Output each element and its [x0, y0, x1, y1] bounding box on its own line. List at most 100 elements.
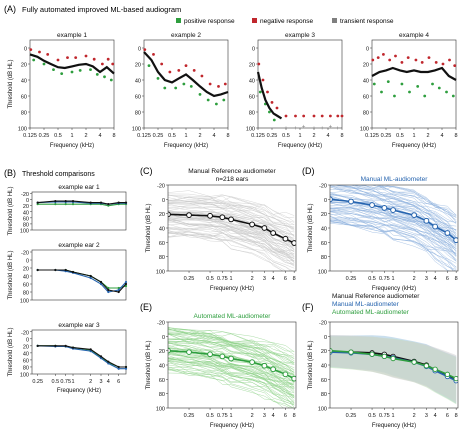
positive-point — [70, 70, 74, 74]
ear-series-point — [36, 344, 39, 347]
mean-threshold-point — [453, 375, 458, 382]
mean-threshold-point — [207, 351, 213, 358]
ear-series-point — [124, 282, 128, 286]
a2-xlabel: Frequency (kHz) — [164, 143, 208, 149]
individual-ear-line — [168, 351, 295, 396]
mean-threshold-line — [168, 213, 295, 244]
pE-ytick-label: 80 — [159, 392, 165, 398]
panel-c-letter: (C) — [140, 166, 153, 176]
individual-ear-line — [330, 219, 457, 262]
pF-ytick-label: -20 — [319, 321, 327, 327]
b3-ytick-label: 0 — [26, 337, 29, 343]
individual-ear-line — [168, 368, 284, 408]
pD-xtick-label: 4 — [434, 276, 437, 282]
ear-series-point — [117, 201, 120, 204]
a1-xtick-label: 2 — [84, 133, 87, 139]
ear-series-point — [107, 360, 110, 363]
positive-point — [416, 85, 420, 88]
individual-ear-line — [168, 342, 295, 383]
individual-ear-line — [351, 185, 457, 227]
pE-xtick-label: 3 — [263, 413, 266, 419]
ear-series-line — [37, 203, 126, 207]
individual-ear-line — [168, 346, 295, 387]
legend-positive-swatch — [176, 18, 181, 23]
individual-ear-line — [330, 197, 457, 251]
a1-ytick-label: 100 — [18, 127, 27, 133]
positive-point — [52, 68, 55, 71]
pE-ytick-label: 100 — [156, 407, 165, 413]
individual-ear-line — [330, 185, 457, 224]
panel-a-example-3: example 30.125 0.25 0.5 1 2 4 8020406080100Fre… — [246, 32, 344, 149]
a2-ytick-label: 100 — [132, 127, 141, 133]
b2-ytick-label: -20 — [21, 251, 29, 257]
positive-point — [445, 90, 448, 94]
pD-xlabel: Frequency (kHz) — [372, 286, 416, 292]
ear-series-point — [124, 201, 128, 204]
negative-point — [38, 50, 41, 54]
ear-series-point — [36, 203, 39, 206]
a4-xtick-label: 8 — [454, 133, 457, 139]
mean-threshold-point — [219, 353, 226, 360]
negative-point — [284, 114, 288, 118]
example-1-title: example 1 — [57, 32, 87, 39]
panel-a-example-2: example 20.125 0.25 0.5 1 2 4 8020406080100Fre… — [132, 32, 230, 149]
ear-series-point — [89, 350, 92, 353]
individual-ear-line — [168, 351, 295, 397]
a1-xlabel: Frequency (kHz) — [50, 143, 94, 149]
ear-series-point — [117, 367, 120, 370]
example-3-title: example 3 — [285, 32, 315, 39]
b3-xtick-label: 3 — [99, 379, 102, 385]
pE-title: Automated ML-audiometer — [194, 313, 272, 320]
b1-ytick-label: 60 — [23, 216, 29, 222]
pD-ytick-label: 40 — [321, 227, 327, 233]
individual-ear-line — [168, 224, 295, 267]
pE-xtick-label: 8 — [293, 413, 296, 419]
ear-series-point — [107, 286, 110, 290]
pF-ytick-label: 100 — [318, 407, 327, 413]
individual-ear-line — [330, 207, 457, 245]
individual-ear-line — [330, 218, 457, 260]
threshold-curve — [256, 71, 283, 120]
negative-point — [406, 56, 410, 59]
threshold-curve — [143, 51, 229, 98]
ear-series-point — [89, 276, 92, 280]
negative-point — [143, 48, 147, 51]
a4-ytick-label: 100 — [360, 127, 369, 133]
pD-xtick-label: 0.5 — [368, 276, 376, 282]
pE-xtick-label: 0.25 — [184, 413, 195, 419]
individual-ear-line — [168, 197, 295, 225]
individual-ear-line — [331, 185, 457, 244]
positive-point — [423, 94, 427, 98]
positive-point — [272, 118, 276, 122]
individual-ear-line — [362, 185, 457, 218]
a1-xtick-label: 1 — [70, 133, 73, 139]
negative-point — [192, 69, 196, 72]
mean-threshold-point — [261, 362, 268, 369]
positive-point — [174, 86, 178, 90]
ear-series-point — [54, 203, 57, 206]
pE-xtick-label: 4 — [272, 413, 275, 419]
pF-xtick-label: 1 — [392, 413, 395, 419]
individual-ear-line — [168, 328, 295, 365]
mean-threshold-point — [270, 230, 277, 236]
panel-c: 0.25 0.5 0.75 1 2 3 4 6 8 -20 0 20 40 60 80 100 Frequenc… — [146, 168, 297, 292]
negative-point — [111, 62, 115, 66]
a1-ytick-label: 40 — [21, 79, 27, 85]
mean-threshold-point — [228, 216, 234, 223]
a3-xtick-label: 1 — [298, 133, 301, 139]
individual-ear-line — [168, 206, 295, 236]
legend-positive-label: positive response — [184, 18, 235, 25]
negative-point — [106, 57, 110, 61]
mean-threshold-point — [261, 225, 268, 231]
b2-ytick-label: 40 — [23, 275, 29, 281]
ear-series-line — [37, 345, 126, 368]
ear-series-point — [124, 284, 128, 288]
individual-ear-line — [168, 347, 295, 383]
negative-point — [434, 61, 438, 64]
individual-ear-line — [168, 210, 295, 243]
pD-ytick-label: 80 — [321, 255, 327, 261]
pC-ytick-label: 40 — [159, 227, 165, 233]
panel-e: 0.25 0.5 0.75 1 2 3 4 6 8 -20 0 20 40 60 80 100 Frequenc… — [146, 313, 297, 429]
